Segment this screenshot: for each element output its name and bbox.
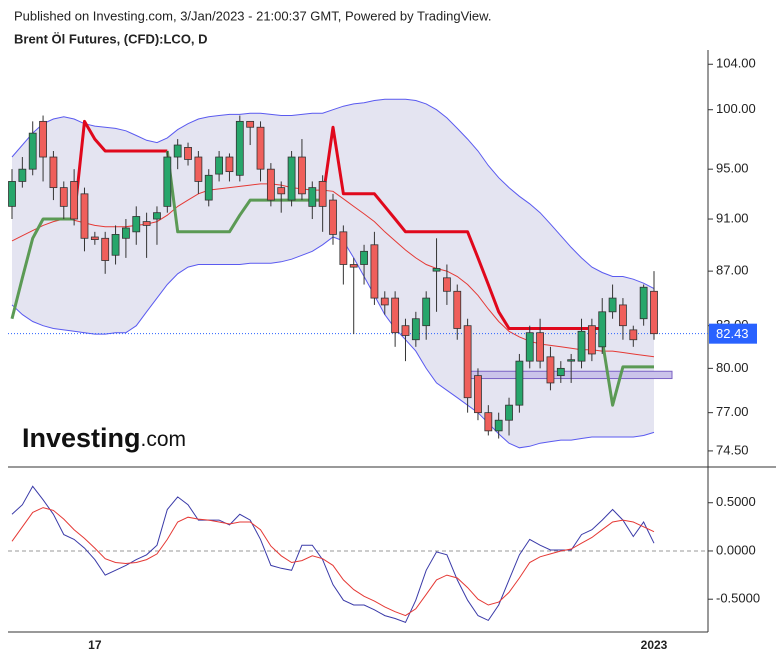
candle-body bbox=[8, 181, 16, 207]
candle-body bbox=[349, 264, 358, 268]
last-price-box bbox=[709, 323, 757, 344]
last-price-label: 82.43 bbox=[716, 326, 749, 341]
candle-body bbox=[360, 250, 368, 265]
candle-body bbox=[153, 212, 161, 220]
candle-body bbox=[287, 156, 296, 201]
candle-body bbox=[505, 404, 513, 421]
candle-body bbox=[484, 412, 493, 432]
plot-area: 104.00100.0095.0091.0087.0083.0080.0077.… bbox=[8, 50, 776, 652]
candle-body bbox=[443, 277, 451, 292]
x-tick-label: 2023 bbox=[641, 638, 668, 652]
candle-body bbox=[70, 181, 79, 220]
candle-body bbox=[432, 268, 441, 272]
candle-body bbox=[308, 187, 317, 207]
logo-suffix: .com bbox=[141, 428, 187, 451]
band-middle bbox=[11, 183, 655, 358]
candle-body bbox=[525, 332, 534, 362]
candle-body bbox=[318, 181, 327, 207]
candle-body bbox=[453, 290, 462, 329]
candle-body bbox=[111, 234, 120, 256]
candle-body bbox=[411, 318, 420, 341]
band-upper bbox=[11, 98, 655, 290]
candle-body bbox=[163, 156, 172, 207]
y-tick-label: 91.00 bbox=[716, 210, 749, 225]
candle-body bbox=[422, 297, 431, 327]
candle-body bbox=[619, 304, 627, 327]
candle-body bbox=[142, 221, 151, 226]
candle-body bbox=[494, 419, 503, 432]
oscillator-line bbox=[11, 507, 655, 617]
candle-body bbox=[90, 236, 99, 240]
y-tick-label: -0.5000 bbox=[716, 591, 760, 606]
candle-body bbox=[235, 120, 244, 176]
candle-body bbox=[339, 231, 348, 265]
candle-body bbox=[246, 120, 255, 128]
candle-body bbox=[194, 156, 203, 182]
candle-body bbox=[80, 193, 89, 239]
y-tick-label: 104.00 bbox=[716, 56, 756, 71]
candle-body bbox=[546, 356, 555, 384]
candle-body bbox=[650, 290, 658, 335]
candle-body bbox=[515, 360, 524, 406]
candle-body bbox=[587, 325, 596, 355]
trend-line bbox=[72, 119, 603, 330]
candle-body bbox=[536, 332, 544, 362]
candle-body bbox=[122, 227, 130, 239]
candle-body bbox=[215, 156, 223, 175]
candle-body bbox=[28, 132, 37, 170]
candle-body bbox=[18, 168, 27, 182]
candle-body bbox=[567, 359, 576, 362]
candle-body bbox=[277, 187, 286, 195]
logo: Investing.com bbox=[22, 423, 186, 453]
candle-body bbox=[639, 286, 648, 320]
y-tick-label: 95.00 bbox=[716, 161, 749, 176]
candle-body bbox=[173, 144, 182, 158]
candle-body bbox=[204, 174, 213, 201]
candle-body bbox=[49, 156, 58, 189]
candle-body bbox=[266, 168, 275, 201]
y-tick-label: 0.5000 bbox=[716, 494, 756, 509]
candle-body bbox=[401, 325, 410, 336]
candle-body bbox=[380, 297, 389, 306]
logo-brand: Investing bbox=[22, 423, 141, 453]
y-tick-label: 87.00 bbox=[716, 263, 749, 278]
x-tick-label: 17 bbox=[88, 638, 102, 652]
candle-body bbox=[132, 216, 141, 233]
candle-body bbox=[474, 375, 482, 414]
candle-body bbox=[629, 329, 638, 341]
candle-body bbox=[577, 330, 586, 362]
candle-body bbox=[101, 237, 110, 261]
candle-body bbox=[598, 311, 607, 348]
y-tick-label: 74.50 bbox=[716, 442, 749, 457]
zone bbox=[466, 370, 673, 380]
candle-body bbox=[39, 120, 47, 158]
candle-body bbox=[225, 156, 234, 173]
candle-body bbox=[256, 126, 265, 170]
published-note: Published on Investing.com, 3/Jan/2023 -… bbox=[14, 8, 491, 23]
candle-body bbox=[329, 199, 337, 235]
candle-body bbox=[556, 367, 565, 377]
oscillator-line bbox=[11, 485, 655, 624]
y-tick-label: 0.0000 bbox=[716, 542, 756, 557]
symbol-title: Brent Öl Futures, (CFD):LCO, D bbox=[14, 31, 208, 46]
candle-body bbox=[370, 244, 379, 299]
candle-body bbox=[608, 297, 617, 313]
candle-body bbox=[59, 187, 68, 207]
y-tick-label: 77.00 bbox=[716, 404, 749, 419]
candle-body bbox=[184, 147, 192, 160]
candle-body bbox=[298, 156, 306, 195]
candle-body bbox=[391, 297, 400, 334]
y-tick-label: 80.00 bbox=[716, 360, 749, 375]
y-tick-label: 100.00 bbox=[716, 101, 756, 116]
candle-body bbox=[463, 325, 472, 399]
